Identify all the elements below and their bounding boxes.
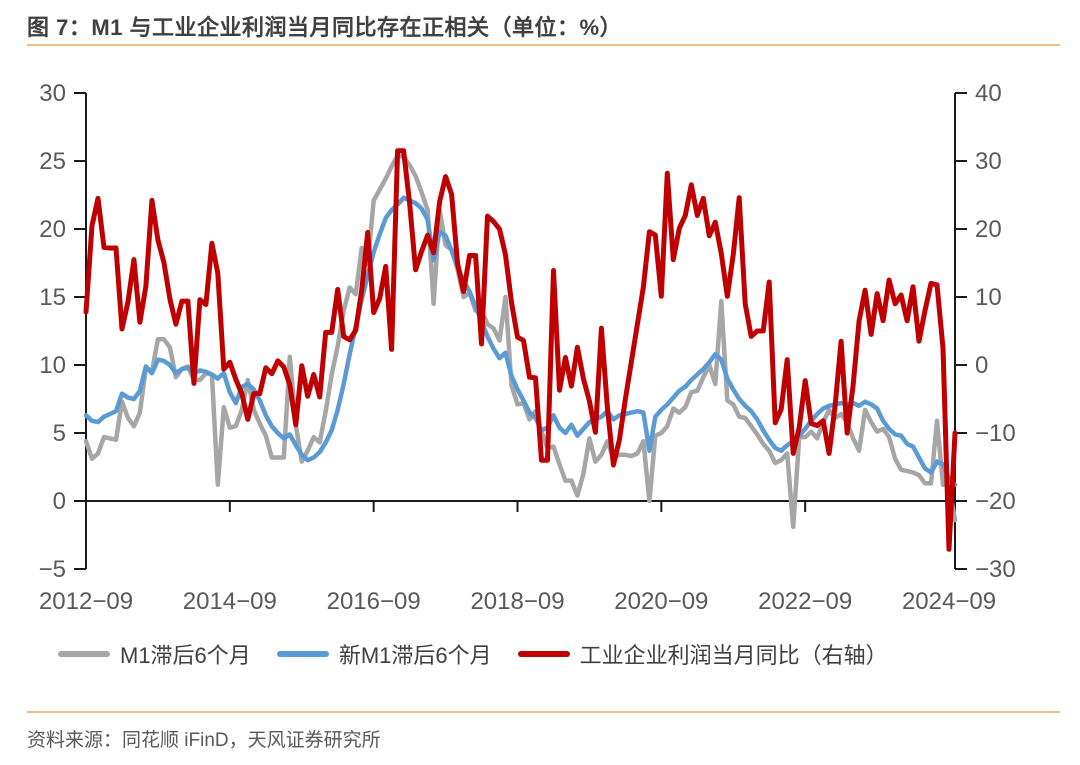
right-axis-tick-label: −10	[975, 420, 1016, 447]
left-axis-tick-label: 10	[39, 352, 66, 379]
right-axis-tick-label: −20	[975, 488, 1016, 515]
legend-item-m1: M1滞后6个月	[58, 638, 251, 670]
x-axis-tick-label: 2022−09	[758, 588, 852, 615]
new-m1-line-swatch-icon	[276, 651, 329, 657]
right-axis-tick-label: 0	[975, 352, 988, 379]
legend-label-m1: M1滞后6个月	[120, 643, 251, 668]
left-axis-tick-label: 30	[39, 80, 66, 107]
x-axis-tick-label: 2012−09	[39, 588, 133, 615]
left-axis-tick-label: 5	[53, 420, 66, 447]
left-axis-tick-label: 0	[53, 488, 66, 515]
right-axis-tick-label: 10	[975, 284, 1002, 311]
legend-label-profit: 工业企业利润当月同比（右轴）	[579, 643, 888, 668]
series-line-2	[83, 148, 958, 552]
left-axis-tick-label: 25	[39, 148, 66, 175]
footer-rule	[27, 711, 1060, 713]
m1-line-swatch-icon	[58, 651, 110, 657]
source-note: 资料来源：同花顺 iFinD，天风证券研究所	[27, 730, 381, 751]
title-underline-rule	[27, 44, 1060, 46]
profit-line-swatch-icon	[517, 651, 570, 657]
legend-label-new-m1: 新M1滞后6个月	[338, 643, 492, 668]
x-axis-tick-label: 2018−09	[470, 588, 564, 615]
left-axis-tick-label: −5	[39, 556, 66, 583]
legend-item-profit: 工业企业利润当月同比（右轴）	[517, 638, 888, 670]
x-axis-tick-label: 2016−09	[327, 588, 421, 615]
right-axis-tick-label: −30	[975, 556, 1016, 583]
x-axis-tick-label: 2014−09	[183, 588, 277, 615]
right-axis-tick-label: 20	[975, 216, 1002, 243]
chart-legend: M1滞后6个月 新M1滞后6个月 工业企业利润当月同比（右轴）	[58, 638, 888, 670]
x-axis-tick-label: 2020−09	[614, 588, 708, 615]
x-axis-tick-label: 2024−09	[902, 588, 996, 615]
legend-item-new-m1: 新M1滞后6个月	[276, 638, 492, 670]
figure-title: 图 7：M1 与工业企业利润当月同比存在正相关（单位：%）	[27, 15, 623, 40]
right-axis-tick-label: 40	[975, 80, 1002, 107]
series-line-0	[83, 153, 958, 530]
left-axis-tick-label: 20	[39, 216, 66, 243]
right-axis-tick-label: 30	[975, 148, 1002, 175]
left-axis-tick-label: 15	[39, 284, 66, 311]
